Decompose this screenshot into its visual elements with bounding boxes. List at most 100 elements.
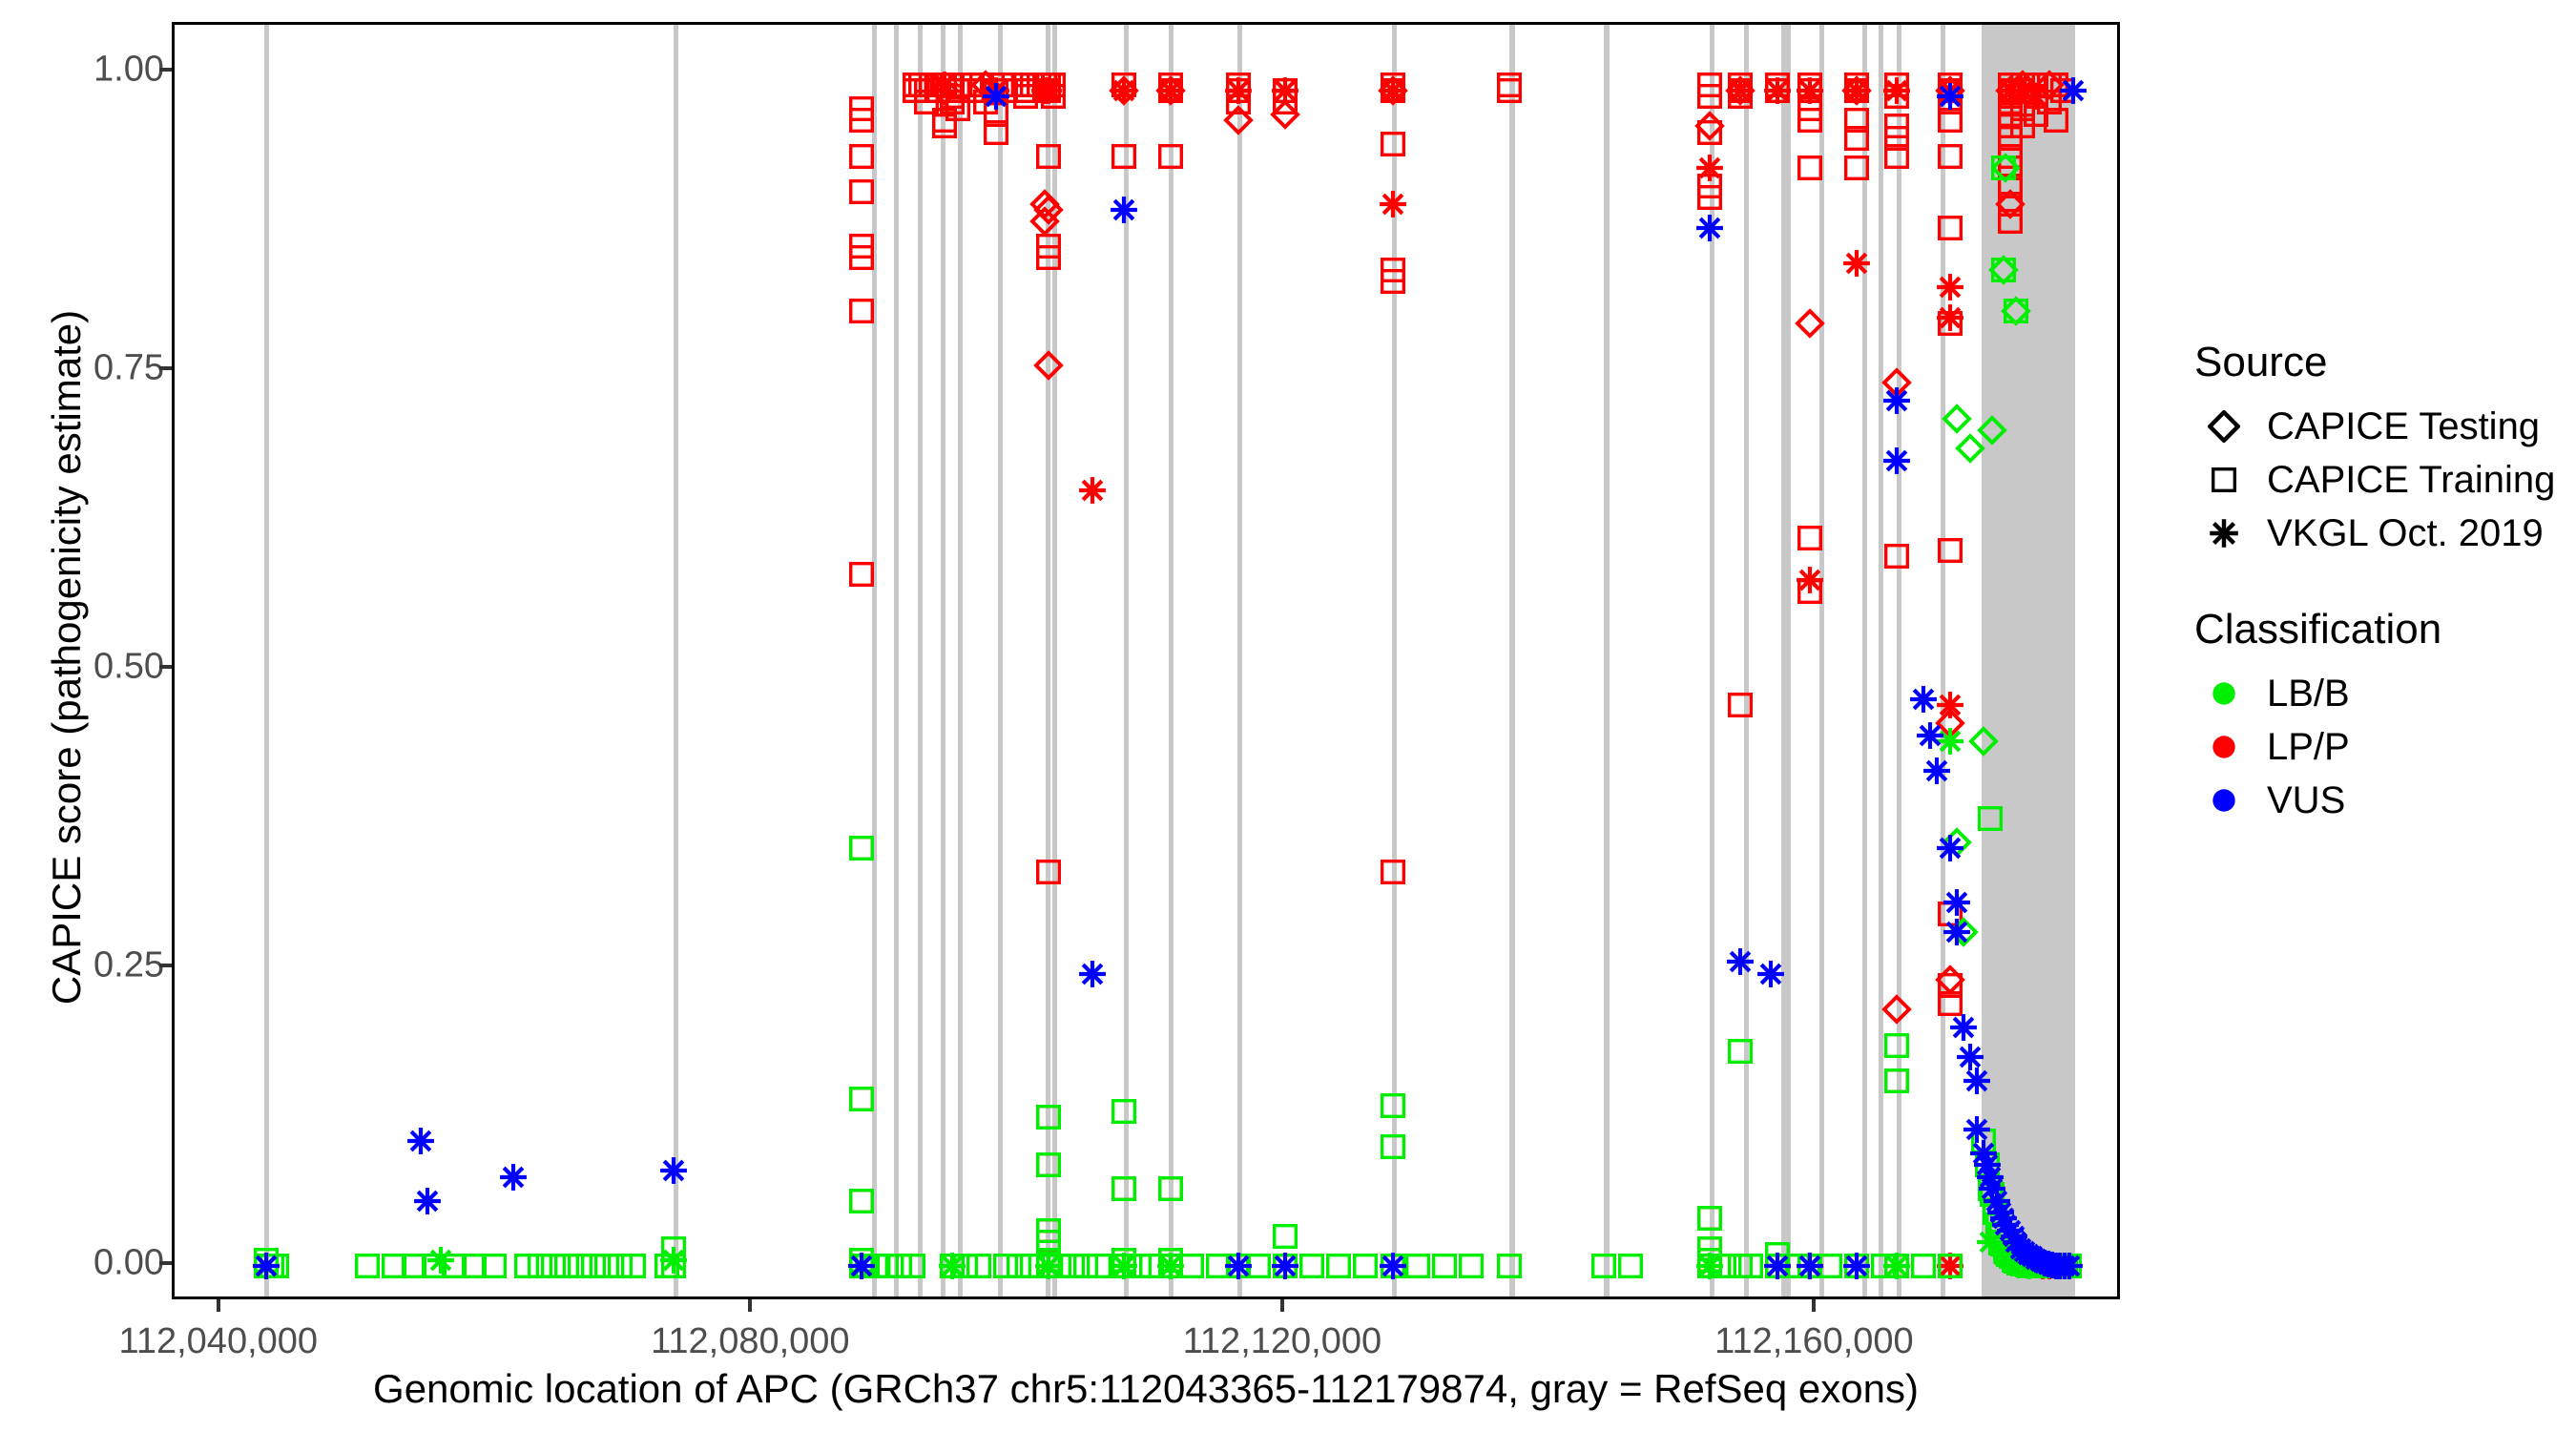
data-point-square bbox=[1072, 1254, 1098, 1279]
data-point-square bbox=[848, 245, 874, 271]
data-point-square bbox=[620, 1254, 646, 1279]
data-point-diamond bbox=[1941, 404, 1972, 434]
exon-line bbox=[1819, 25, 1825, 1296]
data-point-square bbox=[848, 1254, 874, 1279]
legend-item-label: VUS bbox=[2267, 778, 2346, 821]
exon-line bbox=[263, 25, 269, 1296]
data-point-square bbox=[607, 1254, 633, 1279]
y-tick-mark bbox=[159, 1261, 172, 1266]
data-point-square bbox=[903, 72, 928, 97]
data-point-square bbox=[848, 1248, 874, 1274]
data-point-asterisk bbox=[1270, 1251, 1300, 1281]
data-point-square bbox=[1459, 1254, 1485, 1279]
data-point-square bbox=[903, 77, 928, 103]
data-point-asterisk bbox=[1948, 1012, 1979, 1043]
exon-line bbox=[1743, 25, 1750, 1296]
data-point-square bbox=[1013, 72, 1039, 97]
y-tick-label: 0.00 bbox=[93, 1242, 164, 1283]
data-point-square bbox=[848, 179, 874, 205]
data-point-asterisk bbox=[1908, 684, 1939, 715]
data-point-square bbox=[993, 77, 1019, 103]
legend-item-label: LB/B bbox=[2267, 672, 2350, 715]
data-point-square bbox=[528, 1254, 553, 1279]
legend-item[interactable]: VKGL Oct. 2019 bbox=[2194, 507, 2566, 560]
data-point-asterisk bbox=[1725, 946, 1755, 977]
data-point-square bbox=[848, 299, 874, 324]
legend-item[interactable]: LP/P bbox=[2194, 720, 2566, 774]
data-point-square bbox=[1272, 1254, 1298, 1279]
x-tick-mark bbox=[216, 1299, 220, 1312]
data-point-diamond bbox=[1954, 433, 1985, 465]
data-point-asterisk bbox=[1922, 756, 1952, 786]
exon-line bbox=[958, 25, 964, 1296]
exon-line bbox=[941, 25, 946, 1296]
data-point-asterisk bbox=[981, 81, 1011, 112]
x-tick-mark bbox=[1812, 1299, 1817, 1312]
data-point-square bbox=[969, 72, 995, 97]
exon-line bbox=[1237, 25, 1243, 1296]
data-point-square bbox=[973, 90, 999, 115]
data-point-square bbox=[401, 1254, 426, 1279]
legend-item[interactable]: CAPICE Testing bbox=[2194, 400, 2566, 453]
data-point-square bbox=[1910, 1254, 1936, 1279]
data-point-asterisk bbox=[1077, 475, 1108, 506]
data-point-square bbox=[1139, 1254, 1165, 1279]
data-point-asterisk bbox=[1077, 959, 1108, 989]
data-point-square bbox=[848, 1188, 874, 1213]
legend-item-label: CAPICE Testing bbox=[2267, 404, 2541, 447]
data-point-asterisk bbox=[412, 1186, 443, 1216]
legend-item[interactable]: LB/B bbox=[2194, 667, 2566, 720]
data-point-square bbox=[1020, 72, 1046, 97]
data-point-asterisk bbox=[1955, 1042, 1985, 1072]
legend-item[interactable]: CAPICE Training bbox=[2194, 453, 2566, 507]
data-point-square bbox=[926, 77, 952, 103]
data-point-square bbox=[1272, 90, 1298, 115]
exon-line bbox=[1123, 25, 1130, 1296]
y-tick-mark bbox=[159, 68, 172, 73]
y-tick-mark bbox=[159, 664, 172, 669]
legend-asterisk-icon bbox=[2194, 517, 2254, 550]
y-axis-title-wrap: CAPICE score (pathogenicity estimate) bbox=[0, 0, 89, 1326]
exon-line bbox=[1861, 25, 1868, 1296]
data-point-square bbox=[461, 1254, 487, 1279]
legend-item[interactable]: VUS bbox=[2194, 774, 2566, 827]
legend-square-icon bbox=[2194, 467, 2254, 492]
data-point-square bbox=[926, 72, 952, 97]
legend-group: Classification LB/B LP/P VUS bbox=[2194, 606, 2566, 827]
exon-line bbox=[1604, 25, 1610, 1296]
exon-line bbox=[1878, 25, 1883, 1296]
data-point-square bbox=[1432, 1254, 1458, 1279]
y-tick-label: 1.00 bbox=[93, 49, 164, 90]
data-point-square bbox=[594, 1254, 620, 1279]
legend-dot-icon bbox=[2194, 733, 2254, 761]
exon-line bbox=[1392, 25, 1398, 1296]
exon-line bbox=[1051, 25, 1057, 1296]
data-point-asterisk bbox=[1935, 302, 1965, 333]
legend-item-label: LP/P bbox=[2267, 725, 2350, 768]
exon-line bbox=[1781, 25, 1791, 1296]
y-tick-label: 0.50 bbox=[93, 646, 164, 687]
data-point-square bbox=[1013, 84, 1039, 110]
data-point-diamond bbox=[1941, 827, 1972, 859]
data-point-square bbox=[1013, 77, 1039, 103]
data-point-asterisk bbox=[1935, 833, 1965, 863]
data-point-square bbox=[848, 836, 874, 861]
x-tick-label: 112,040,000 bbox=[118, 1321, 319, 1361]
data-point-square bbox=[421, 1254, 447, 1279]
data-point-square bbox=[848, 1188, 874, 1213]
data-point-square bbox=[1298, 1254, 1324, 1279]
data-point-square bbox=[1007, 1254, 1032, 1279]
data-point-square bbox=[514, 1254, 540, 1279]
data-point-square bbox=[1737, 1254, 1763, 1279]
data-point-diamond bbox=[1724, 75, 1755, 106]
data-point-square bbox=[581, 1254, 607, 1279]
data-point-square bbox=[1272, 77, 1298, 103]
data-point-square bbox=[886, 1254, 912, 1279]
exon-line bbox=[673, 25, 678, 1296]
data-point-square bbox=[984, 77, 1009, 103]
data-point-diamond bbox=[1947, 917, 1979, 947]
data-point-asterisk bbox=[1935, 690, 1965, 720]
data-point-square bbox=[993, 1254, 1019, 1279]
data-point-square bbox=[1711, 1254, 1736, 1279]
legend-group: Source CAPICE Testing CAPICE Training VKGL … bbox=[2194, 339, 2566, 560]
